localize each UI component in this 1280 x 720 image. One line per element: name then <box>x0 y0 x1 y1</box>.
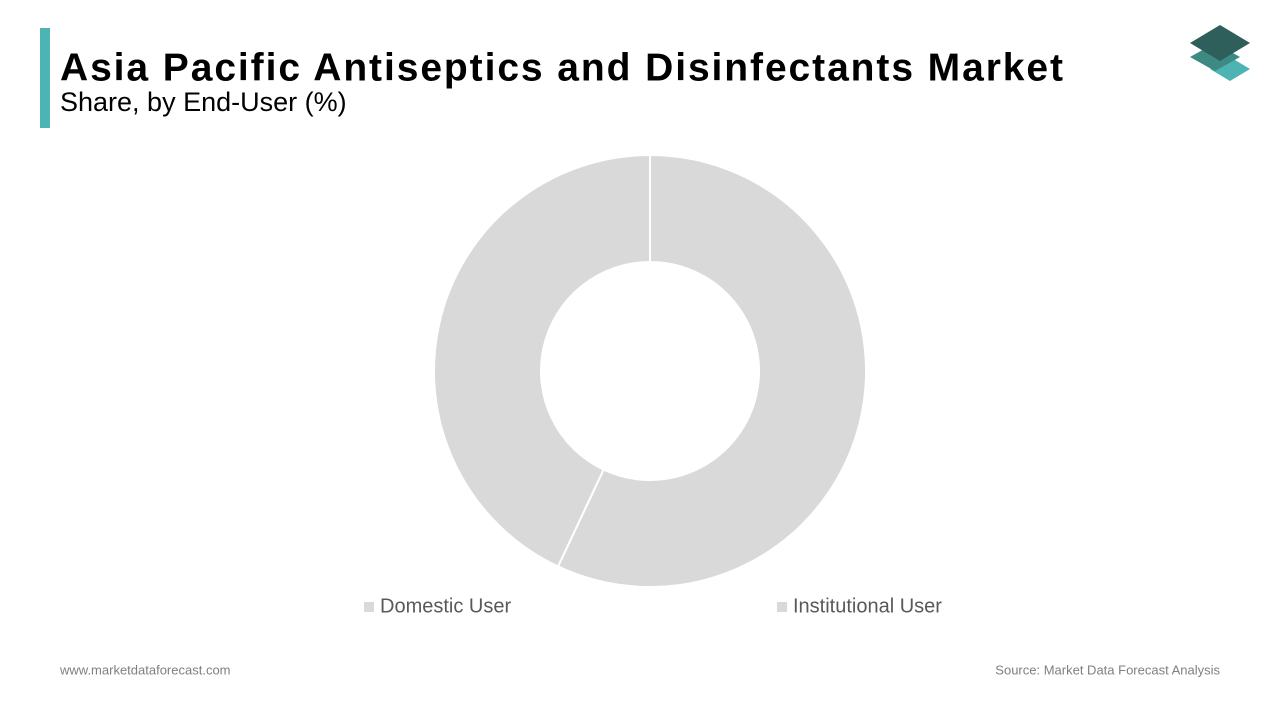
legend-swatch <box>777 602 787 612</box>
chart-title: Asia Pacific Antiseptics and Disinfectan… <box>60 46 1063 89</box>
legend-swatch <box>364 602 374 612</box>
legend-label: Institutional User <box>793 595 942 617</box>
legend-label: Domestic User <box>380 595 511 617</box>
chart-subtitle: Share, by End-User (%) <box>60 87 347 117</box>
donut-segment <box>433 153 651 568</box>
website: www.marketdataforecast.com <box>59 662 231 677</box>
logo <box>1190 25 1250 81</box>
source: Source: Market Data Forecast Analysis <box>995 662 1220 677</box>
donut-segment <box>556 153 867 588</box>
title-accent <box>40 28 50 128</box>
